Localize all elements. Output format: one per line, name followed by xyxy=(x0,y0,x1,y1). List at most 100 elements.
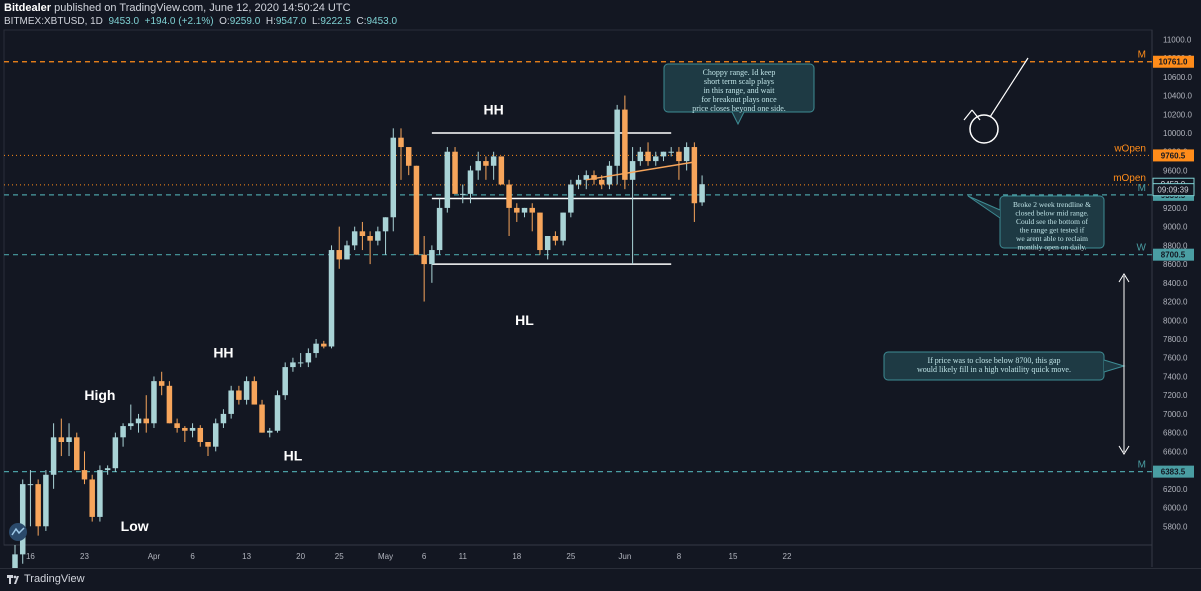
plot-frame xyxy=(3,29,1153,546)
price-change: +194.0 (+2.1%) xyxy=(144,16,214,27)
annotation-text: closed below mid range. xyxy=(1015,209,1088,218)
gap-arrow-up-head xyxy=(1118,273,1130,283)
candle-up xyxy=(212,423,219,447)
candle-up xyxy=(429,250,435,265)
candle-up xyxy=(274,395,281,431)
candle-up xyxy=(568,184,574,213)
annotation-text: short term scalp plays xyxy=(704,77,774,86)
x-tick-label: 16 xyxy=(26,552,35,561)
candle-down xyxy=(197,427,204,442)
candle-up xyxy=(97,470,103,517)
x-tick-label: 25 xyxy=(335,552,344,561)
level-price-text: 9760.5 xyxy=(1161,151,1186,160)
y-tick-label: 6000.0 xyxy=(1163,504,1188,513)
candle-down xyxy=(367,236,373,241)
open-label: O: xyxy=(219,16,230,27)
symbol[interactable]: BITMEX:XBTUSD, 1D xyxy=(4,16,103,27)
candle-up xyxy=(436,207,443,251)
y-tick-label: 8400.0 xyxy=(1163,279,1188,288)
x-tick-label: 6 xyxy=(422,552,427,561)
annotation-box xyxy=(999,195,1105,249)
level-price-text: 8700.5 xyxy=(1161,251,1186,260)
candle-down xyxy=(483,161,489,166)
x-tick-label: 6 xyxy=(190,552,195,561)
highlight-tick-left xyxy=(963,109,973,121)
level-name: wOpen xyxy=(1113,143,1146,154)
candle-up xyxy=(12,554,18,568)
published-text: published on TradingView.com, June 12, 2… xyxy=(54,2,351,14)
level-price-tag xyxy=(1153,55,1194,68)
x-tick-label: 25 xyxy=(566,552,575,561)
candle-down xyxy=(598,179,605,185)
y-tick-label: 10000.0 xyxy=(1163,129,1192,138)
candle-up xyxy=(290,362,296,368)
y-tick-label: 7400.0 xyxy=(1163,372,1188,381)
high-label: H: xyxy=(265,16,276,27)
annotation-text: If price was to close below 8700, this g… xyxy=(927,356,1060,365)
level-name: M xyxy=(1138,50,1146,61)
candle-up xyxy=(305,353,312,363)
candle-up xyxy=(544,236,551,251)
candle-up xyxy=(444,151,451,208)
current-price-text: 09:09:39 xyxy=(1157,186,1189,195)
candle-up xyxy=(120,426,126,438)
candle-up xyxy=(19,484,26,555)
x-tick-label: Jun xyxy=(618,552,631,561)
tradingview-brand[interactable]: TradingView xyxy=(6,573,85,585)
candle-down xyxy=(529,207,535,213)
candle-down xyxy=(166,385,173,424)
candle-up xyxy=(267,430,273,433)
current-price-tag xyxy=(1152,183,1195,197)
candle-down xyxy=(552,236,559,241)
candle-up xyxy=(575,179,582,185)
candle-up xyxy=(560,212,566,241)
candle-down xyxy=(143,418,149,424)
candle-down xyxy=(336,250,342,260)
annotation-text: the range get tested if xyxy=(1020,226,1085,235)
tradingview-label: TradingView xyxy=(24,573,85,585)
candle-down xyxy=(35,484,41,527)
candle-up xyxy=(66,437,72,442)
y-tick-label: 6200.0 xyxy=(1163,485,1188,494)
candle-down xyxy=(251,381,258,405)
trendline xyxy=(586,161,695,181)
candle-up xyxy=(228,390,234,414)
candle-down xyxy=(321,343,327,347)
y-tick-label: 8600.0 xyxy=(1163,260,1188,269)
candle-down xyxy=(398,137,404,148)
candle-down xyxy=(676,151,682,162)
annotation-text: for breakout plays once xyxy=(701,95,777,104)
candle-down xyxy=(182,427,188,431)
annotation-text: monthly open on daily. xyxy=(1017,243,1086,252)
candle-down xyxy=(514,207,520,213)
candle-down xyxy=(89,479,95,517)
y-tick-label: 9600.0 xyxy=(1163,166,1188,175)
annotation-text: Choppy range. Id keep xyxy=(703,68,776,77)
candle-down xyxy=(452,151,458,194)
candle-up xyxy=(460,193,466,195)
candle-down xyxy=(691,147,698,204)
y-tick-label: 7200.0 xyxy=(1163,391,1188,400)
structure-label: HH xyxy=(213,345,233,361)
candle-up xyxy=(699,184,705,203)
level-price-tag xyxy=(1153,149,1194,162)
candle-up xyxy=(375,231,381,241)
publisher-name: Bitdealer xyxy=(4,2,52,14)
y-tick-label: 5800.0 xyxy=(1163,522,1188,531)
candle-up xyxy=(297,362,304,364)
y-tick-label: 10600.0 xyxy=(1163,73,1192,82)
y-tick-label: 7800.0 xyxy=(1163,335,1188,344)
close-value: 9453.0 xyxy=(366,16,398,27)
candle-up xyxy=(189,427,196,431)
price-chart[interactable]: 5800.06000.06200.06400.06600.06800.07000… xyxy=(0,0,1201,568)
candle-down xyxy=(359,231,366,236)
candle-down xyxy=(622,109,628,180)
publish-info: Bitdealer published on TradingView.com, … xyxy=(4,2,351,14)
candle-down xyxy=(498,156,505,185)
candle-up xyxy=(351,231,358,246)
x-tick-label: 13 xyxy=(242,552,251,561)
candle-down xyxy=(645,151,651,162)
level-name: M xyxy=(1138,183,1146,194)
annotation-text: in this range, and wait xyxy=(704,86,776,95)
highlight-circle xyxy=(969,114,999,144)
